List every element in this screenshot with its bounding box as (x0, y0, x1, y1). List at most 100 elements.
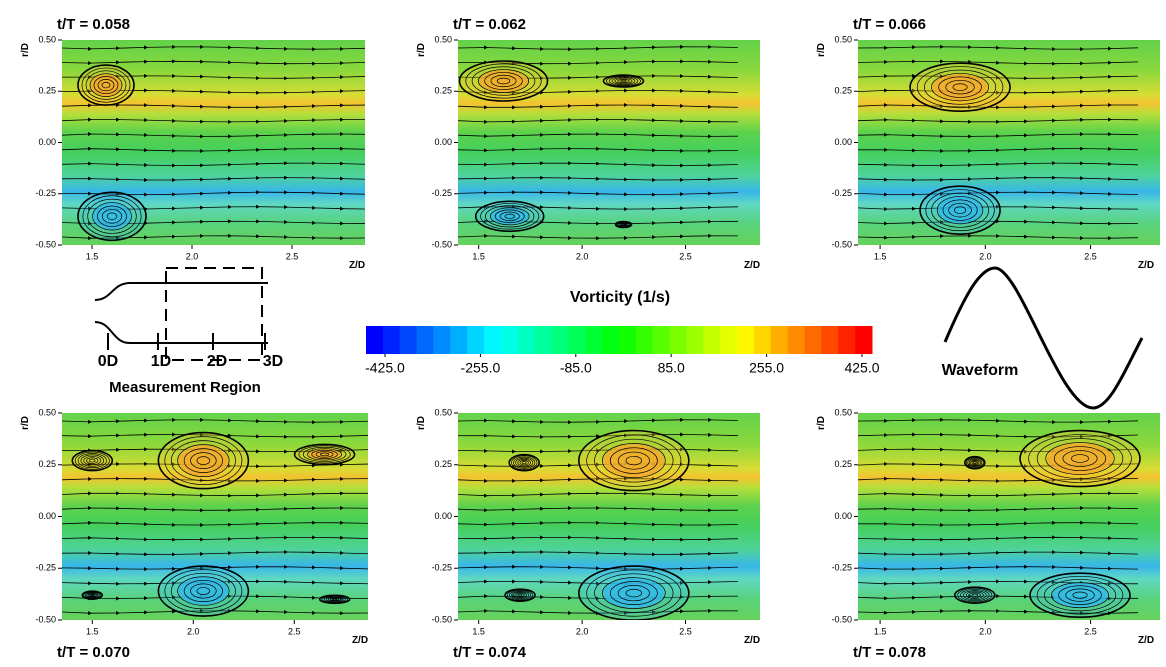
streamline (858, 103, 1138, 110)
x-tick-label: 1.5 (874, 251, 887, 261)
vortex-streamline (973, 461, 977, 464)
panel: 0.50 0.25 0.00 -0.25 -0.50 1.5 2.0 2.5 Z/D r/D t/T… (416, 16, 760, 271)
vortex-streamline (87, 198, 137, 234)
waveform-curve (943, 266, 1144, 410)
vortex-streamline (157, 565, 250, 617)
streamline (458, 505, 739, 513)
vortex-streamline (101, 209, 123, 224)
streamline (858, 146, 1139, 153)
vortex-streamline (318, 594, 351, 605)
streamline (858, 550, 1139, 557)
field-features (62, 417, 368, 617)
x-tick-label: 2.0 (187, 626, 200, 636)
x-tick-label: 2.0 (576, 251, 589, 261)
vortex-streamline (458, 60, 549, 102)
vortex-core (178, 445, 229, 477)
vortex-streamline (90, 594, 95, 597)
x-tick-label: 1.5 (874, 626, 887, 636)
y-tick-label: 0.25 (834, 459, 852, 469)
streamline (62, 535, 368, 542)
streamline (458, 132, 739, 139)
vortex-streamline (963, 590, 987, 601)
streamline (458, 417, 739, 425)
vortex-streamline (164, 436, 243, 485)
schematic (94, 267, 268, 361)
vortex-streamline (298, 445, 351, 464)
vortex-streamline (81, 590, 104, 600)
upper-wall (94, 282, 268, 301)
x-tick-label: 2.0 (186, 251, 199, 261)
streamline (458, 44, 739, 52)
streamline (62, 520, 368, 528)
y-tick-label: -0.50 (35, 614, 56, 624)
vortex-streamline (1028, 434, 1132, 483)
y-tick-label: -0.50 (35, 239, 56, 249)
vortex-streamline (586, 569, 682, 617)
streamline (62, 175, 365, 183)
x-axis-label: Z/D (349, 260, 365, 271)
streamline (62, 190, 365, 197)
x-tick-label: 2.0 (979, 251, 992, 261)
y-tick-label: 0.50 (834, 34, 852, 44)
vortex-streamline (330, 597, 340, 601)
streamline (858, 506, 1139, 513)
streamline (458, 535, 739, 542)
vortex-streamline (319, 452, 330, 457)
vortex-streamline (93, 76, 119, 95)
x-axis-label: Z/D (1138, 260, 1154, 271)
streamline (858, 88, 1139, 95)
vortex-streamline (196, 456, 211, 465)
vortex-streamline (971, 460, 979, 465)
vortex-streamline (77, 191, 147, 242)
panel-title: t/T = 0.074 (453, 644, 527, 661)
vortex-streamline (1045, 442, 1115, 475)
vortex-streamline (471, 66, 536, 96)
vortex-streamline (1071, 454, 1089, 463)
streamline (62, 432, 368, 439)
vortex-streamline (586, 434, 682, 487)
streamline (858, 579, 1139, 586)
vortex-streamline (496, 77, 511, 85)
streamline (858, 219, 1139, 226)
vortex-streamline (508, 590, 532, 600)
vortex-core (603, 578, 665, 608)
vortex-streamline (89, 73, 123, 97)
streamline (458, 579, 739, 586)
vortex-streamline (1019, 429, 1141, 488)
vortex-streamline (80, 454, 105, 467)
vortex-streamline (519, 460, 529, 466)
vortex-streamline (494, 209, 525, 224)
colorbar-block (737, 326, 755, 354)
vortex-streamline (1072, 591, 1088, 599)
y-axis-label: r/D (20, 416, 31, 430)
streamline (62, 117, 365, 124)
colorbar-tick-label: -425.0 (365, 360, 405, 376)
y-tick-label: -0.25 (831, 563, 852, 573)
vortex-streamline (602, 443, 666, 479)
colorbar-block (652, 326, 671, 354)
x-axis-label: Z/D (1138, 635, 1154, 646)
vortex-streamline (177, 444, 230, 477)
x-tick-label: 2.5 (286, 251, 299, 261)
vortex-streamline (965, 457, 984, 469)
y-axis-label: r/D (416, 43, 427, 57)
vortex-core (603, 444, 665, 478)
y-tick-label: 0.25 (434, 86, 452, 96)
streamline (858, 535, 1139, 542)
streamline (858, 44, 1139, 52)
vortex-streamline (485, 205, 535, 228)
colorbar-block (551, 326, 569, 354)
streamline (62, 44, 365, 52)
vortex-streamline (478, 69, 529, 93)
vortex-core (491, 208, 529, 225)
vortex-streamline (504, 588, 536, 602)
schematic-caption: Measurement Region (109, 379, 261, 396)
vortex-streamline (609, 581, 658, 606)
vortex-streamline (517, 593, 523, 597)
streamline (458, 190, 739, 197)
vortex-streamline (625, 588, 643, 598)
streamline (458, 175, 739, 182)
streamline (858, 204, 1139, 212)
vortex-streamline (1065, 588, 1095, 602)
colorbar-block (484, 326, 502, 354)
